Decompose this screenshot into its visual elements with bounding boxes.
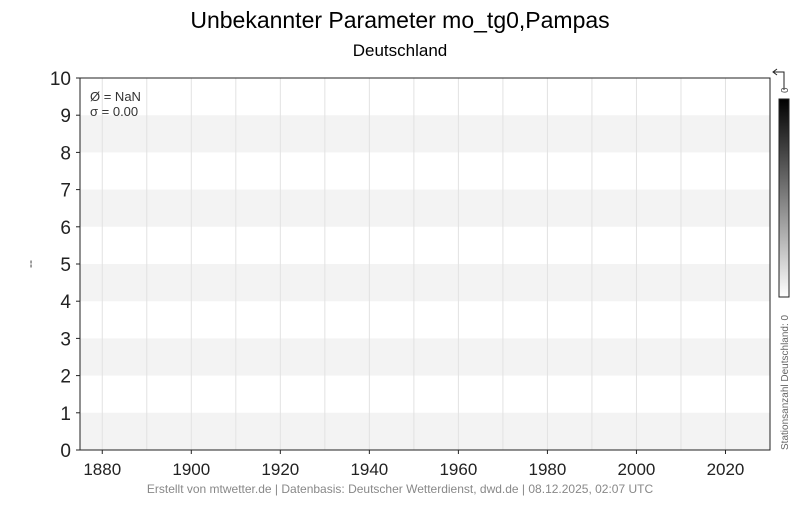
stat-sigma: σ = 0.00 [90, 104, 138, 119]
x-tick-label: 1920 [261, 460, 299, 479]
x-tick-label: 1880 [83, 460, 121, 479]
y-tick-label: 1 [60, 404, 71, 425]
colorbar [778, 98, 790, 298]
y-band [80, 338, 770, 376]
footer-credit: Erstellt von mtwetter.de | Datenbasis: D… [147, 482, 654, 496]
y-tick-label: 5 [60, 255, 71, 276]
x-tick-label: 2000 [618, 460, 656, 479]
y-tick-label: 9 [60, 106, 71, 127]
y-band [80, 115, 770, 153]
colorbar-tick: 0 [780, 87, 791, 93]
x-tick-label: 1940 [350, 460, 388, 479]
y-tick-label: 3 [60, 329, 71, 350]
y-band [80, 189, 770, 227]
x-tick-label: 1900 [172, 460, 210, 479]
y-band [80, 412, 770, 450]
y-tick-label: 6 [60, 218, 71, 239]
chart-title: Unbekannter Parameter mo_tg0,Pampas [190, 7, 609, 33]
x-tick-label: 1980 [529, 460, 567, 479]
y-tick-label: 0 [60, 441, 71, 462]
stat-mean: Ø = NaN [90, 89, 141, 104]
y-tick-label: 8 [60, 143, 71, 164]
chart-subtitle: Deutschland [353, 41, 448, 60]
y-tick-label: 7 [60, 181, 71, 202]
colorbar-arrow-icon [772, 68, 785, 90]
y-tick-label: 2 [60, 367, 71, 388]
x-tick-label: 2020 [707, 460, 745, 479]
y-band [80, 264, 770, 302]
y-axis-label: -- [23, 260, 37, 268]
x-tick-label: 1960 [439, 460, 477, 479]
y-tick-label: 10 [50, 69, 71, 90]
colorbar-label: Stationsanzahl Deutschland: 0 [780, 314, 791, 450]
y-tick-label: 4 [60, 292, 71, 313]
